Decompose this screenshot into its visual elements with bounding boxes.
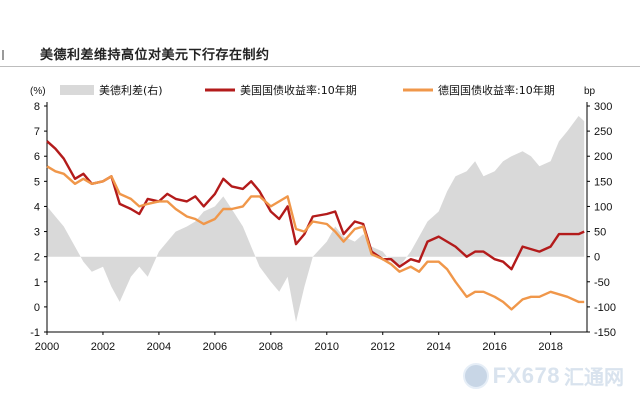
right-tick-label: -150 <box>594 327 616 339</box>
right-tick-label: 100 <box>594 201 612 213</box>
left-tick-label: 6 <box>34 151 40 163</box>
right-unit-label: bp <box>584 86 596 97</box>
left-tick-label: 8 <box>34 101 40 113</box>
legend-label-de: 德国国债收益率:10年期 <box>438 83 555 97</box>
left-tick-label: -1 <box>30 327 40 339</box>
right-tick-label: -100 <box>594 302 616 314</box>
corner-mark <box>2 50 4 60</box>
watermark-brand: FX678 <box>492 362 560 388</box>
title-bar: 美德利差维持高位对美元下行存在制约 <box>0 0 640 67</box>
right-tick-label: 250 <box>594 126 612 138</box>
x-tick-label: 2018 <box>538 341 562 353</box>
right-tick-label: 150 <box>594 176 612 188</box>
left-tick-label: 3 <box>34 227 40 239</box>
x-tick-label: 2004 <box>147 341 171 353</box>
left-tick-label: 4 <box>34 201 40 213</box>
left-unit-label: (%) <box>30 86 46 97</box>
left-tick-label: 5 <box>34 176 40 188</box>
legend-swatch-spread <box>60 85 94 95</box>
x-tick-label: 2006 <box>203 341 227 353</box>
left-tick-label: 7 <box>34 126 40 138</box>
left-tick-label: 1 <box>34 277 40 289</box>
left-tick-label: 2 <box>34 252 40 264</box>
series-spread-area <box>47 116 585 322</box>
right-tick-label: 50 <box>594 227 606 239</box>
right-tick-label: 0 <box>594 252 600 264</box>
watermark-cn: 汇通网 <box>564 367 624 389</box>
watermark: FX678 汇通网 <box>462 361 624 390</box>
right-tick-label: -50 <box>594 277 610 289</box>
chart-title: 美德利差维持高位对美元下行存在制约 <box>40 48 270 63</box>
right-tick-label: 300 <box>594 101 612 113</box>
x-tick-label: 2008 <box>259 341 283 353</box>
series-us-10y-line <box>46 140 585 271</box>
x-tick-label: 2002 <box>91 341 115 353</box>
left-tick-label: 0 <box>34 302 40 314</box>
series-de-10y-line <box>46 165 585 311</box>
x-tick-label: 2010 <box>315 341 339 353</box>
legend-label-spread: 美德利差(右) <box>99 83 163 97</box>
x-tick-label: 2014 <box>426 341 450 353</box>
x-tick-label: 2012 <box>371 341 395 353</box>
title-rule <box>0 66 640 67</box>
watermark-logo-icon <box>462 362 489 389</box>
x-tick-label: 2000 <box>35 341 59 353</box>
right-tick-label: 200 <box>594 151 612 163</box>
x-tick-label: 2016 <box>482 341 506 353</box>
legend-label-us: 美国国债收益率:10年期 <box>240 83 357 97</box>
